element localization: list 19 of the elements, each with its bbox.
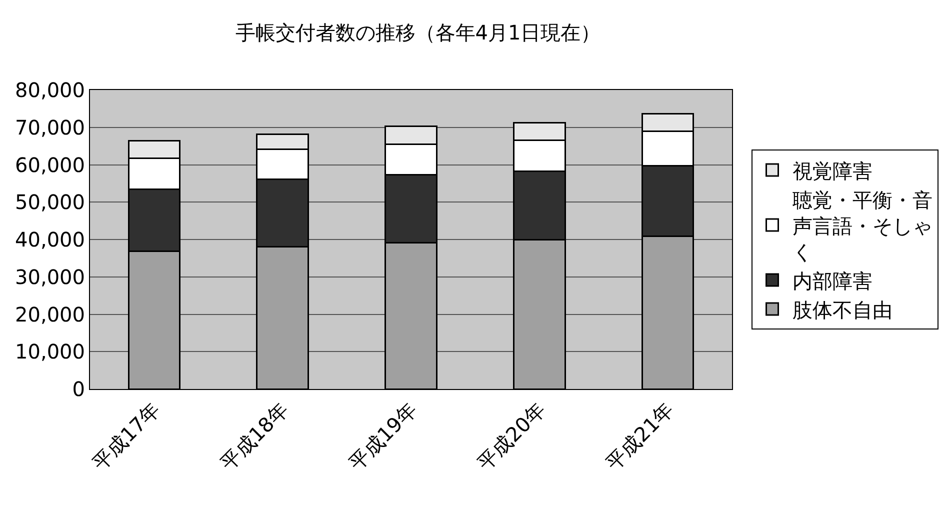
legend-label: 聴覚・平衡・音声言語・そしゃく — [792, 188, 932, 264]
legend-label: 内部障害 — [792, 268, 872, 293]
legend-label: 肢体不自由 — [792, 298, 892, 322]
x-tick-label: 平成21年 — [601, 398, 678, 476]
x-tick-label: 平成19年 — [344, 398, 422, 476]
y-tick-label: 0 — [72, 377, 85, 401]
y-tick-label: 10,000 — [15, 340, 85, 364]
legend-label: 視覚障害 — [792, 158, 872, 183]
y-tick-label: 70,000 — [15, 115, 85, 140]
x-tick-label: 平成18年 — [216, 398, 294, 476]
y-tick-label: 40,000 — [15, 228, 85, 252]
x-tick-label: 平成20年 — [472, 398, 550, 476]
y-tick-label: 60,000 — [15, 152, 85, 177]
y-tick-label: 20,000 — [15, 302, 85, 326]
y-tick-label: 80,000 — [15, 78, 85, 102]
y-tick-label: 50,000 — [15, 190, 85, 214]
x-tick-label: 平成17年 — [87, 398, 165, 476]
chart-title: 手帳交付者数の推移（各年4月1日現在） — [235, 20, 601, 44]
y-tick-label: 30,000 — [15, 264, 85, 289]
